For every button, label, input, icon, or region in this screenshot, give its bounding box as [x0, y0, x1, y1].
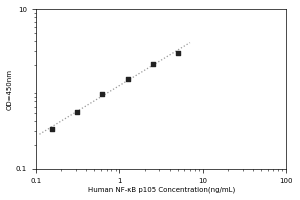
Point	[125, 77, 130, 80]
Point	[75, 110, 80, 113]
Point	[100, 92, 105, 95]
Point	[150, 63, 155, 66]
Point	[176, 51, 180, 54]
X-axis label: Human NF-κB p105 Concentration(ng/mL): Human NF-κB p105 Concentration(ng/mL)	[88, 187, 235, 193]
Y-axis label: OD=450nm: OD=450nm	[7, 69, 13, 110]
Point	[50, 127, 55, 130]
Point	[21, 104, 26, 107]
